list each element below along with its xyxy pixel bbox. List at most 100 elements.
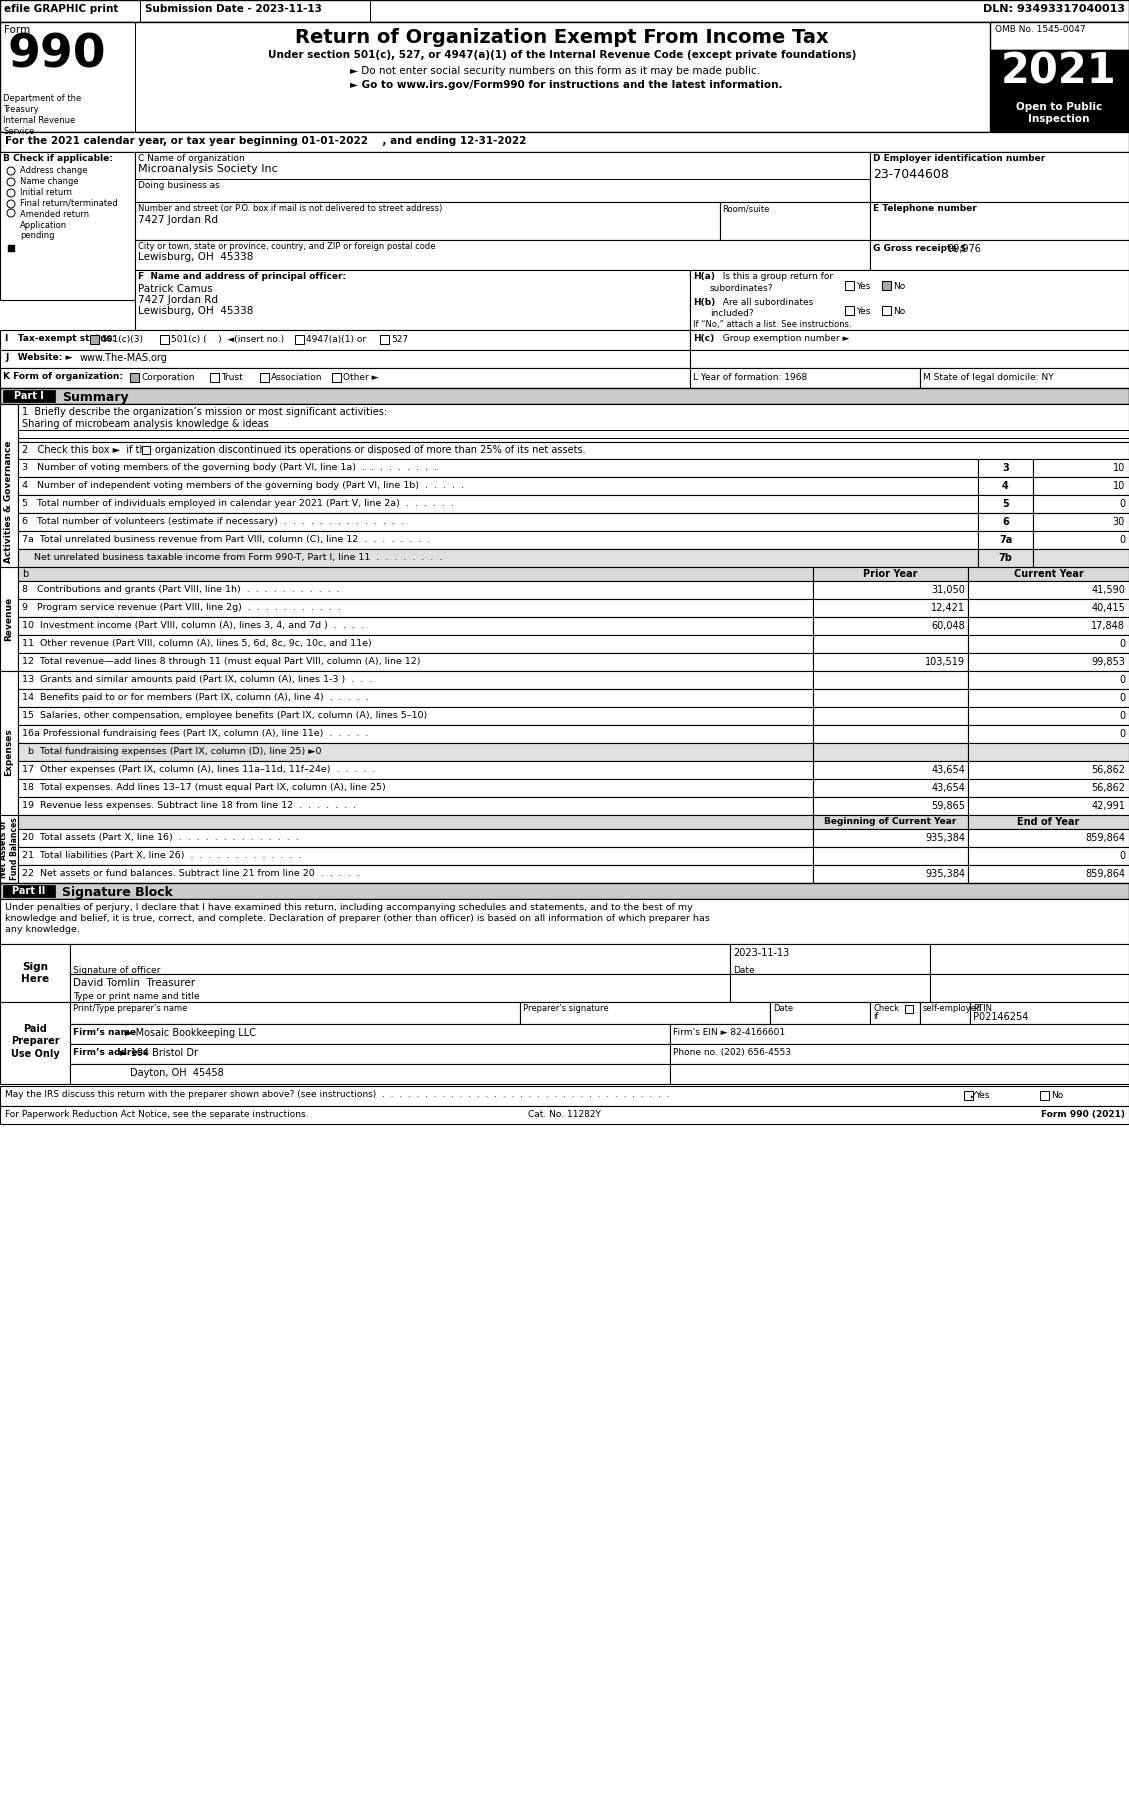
Text: G Gross receipts $: G Gross receipts $: [873, 245, 966, 252]
Text: Microanalysis Society Inc: Microanalysis Society Inc: [138, 163, 278, 174]
Text: Net Assets or
Fund Balances: Net Assets or Fund Balances: [0, 818, 19, 880]
Text: 13  Grants and similar amounts paid (Part IX, column (A), lines 1-3 )  .  .  .: 13 Grants and similar amounts paid (Part…: [21, 675, 373, 684]
Bar: [930, 974, 1129, 1001]
Bar: [813, 568, 968, 580]
Text: 8   Contributions and grants (Part VIII, line 1h)  .  .  .  .  .  .  .  .  .  . : 8 Contributions and grants (Part VIII, l…: [21, 584, 340, 593]
Bar: [978, 477, 1033, 495]
Bar: [690, 330, 1129, 350]
Text: 14  Benefits paid to or for members (Part IX, column (A), line 4)  .  .  .  .  .: 14 Benefits paid to or for members (Part…: [21, 693, 369, 702]
Bar: [18, 550, 978, 568]
Bar: [690, 350, 1129, 368]
Text: Application: Application: [20, 221, 67, 230]
Bar: [968, 829, 1129, 847]
Bar: [18, 617, 813, 635]
Circle shape: [7, 209, 15, 218]
Text: 859,864: 859,864: [1085, 869, 1124, 880]
Text: I   Tax-exempt status:: I Tax-exempt status:: [5, 334, 115, 343]
Text: Amended return: Amended return: [20, 210, 89, 219]
Bar: [968, 778, 1129, 796]
Bar: [690, 270, 1129, 330]
Bar: [870, 201, 1129, 239]
Bar: [0, 814, 18, 883]
Bar: [978, 532, 1033, 550]
Text: 43,654: 43,654: [931, 784, 965, 793]
Bar: [18, 726, 813, 744]
Text: Form: Form: [5, 25, 30, 34]
Bar: [920, 368, 1129, 388]
Bar: [813, 814, 968, 829]
Bar: [18, 744, 813, 762]
Text: Activities & Governance: Activities & Governance: [5, 441, 14, 562]
Text: Firm’s EIN ► 82-4166601: Firm’s EIN ► 82-4166601: [673, 1029, 785, 1038]
Bar: [813, 744, 968, 762]
Text: 7a  Total unrelated business revenue from Part VIII, column (C), line 12  .  .  : 7a Total unrelated business revenue from…: [21, 535, 430, 544]
Text: 7427 Jordan Rd: 7427 Jordan Rd: [138, 216, 218, 225]
Text: Initial return: Initial return: [20, 189, 72, 198]
Text: 0: 0: [1119, 711, 1124, 720]
Text: 56,862: 56,862: [1091, 766, 1124, 775]
Bar: [0, 152, 135, 299]
Text: Sign
Here: Sign Here: [21, 961, 49, 985]
Bar: [0, 350, 690, 368]
Text: Cat. No. 11282Y: Cat. No. 11282Y: [527, 1110, 601, 1119]
Bar: [905, 1005, 913, 1012]
Bar: [813, 778, 968, 796]
Bar: [1033, 550, 1129, 568]
Bar: [135, 201, 720, 239]
Text: Under section 501(c), 527, or 4947(a)(1) of the Internal Revenue Code (except pr: Under section 501(c), 527, or 4947(a)(1)…: [268, 51, 856, 60]
Text: Yes: Yes: [856, 281, 870, 290]
Bar: [990, 98, 1129, 132]
Text: Submission Date - 2023-11-13: Submission Date - 2023-11-13: [145, 4, 322, 15]
Bar: [813, 653, 968, 671]
Bar: [968, 847, 1129, 865]
Text: Number and street (or P.O. box if mail is not delivered to street address): Number and street (or P.O. box if mail i…: [138, 203, 443, 212]
Bar: [8, 245, 14, 250]
Text: 15  Salaries, other compensation, employee benefits (Part IX, column (A), lines : 15 Salaries, other compensation, employe…: [21, 711, 427, 720]
Bar: [1033, 495, 1129, 513]
Bar: [70, 1023, 669, 1045]
Text: Date: Date: [733, 967, 754, 974]
Text: 59,865: 59,865: [931, 802, 965, 811]
Bar: [813, 762, 968, 778]
Text: Revenue: Revenue: [5, 597, 14, 640]
Text: If “No,” attach a list. See instructions.: If “No,” attach a list. See instructions…: [693, 319, 851, 328]
Text: Summary: Summary: [62, 392, 129, 405]
Text: 0: 0: [1119, 535, 1124, 544]
Text: Return of Organization Exempt From Income Tax: Return of Organization Exempt From Incom…: [295, 27, 829, 47]
Text: 0: 0: [1119, 693, 1124, 704]
Bar: [813, 829, 968, 847]
Bar: [18, 405, 1129, 443]
Text: David Tomlin  Treasurer: David Tomlin Treasurer: [73, 978, 195, 989]
Text: 3   Number of voting members of the governing body (Part VI, line 1a)  .  .  .  : 3 Number of voting members of the govern…: [21, 463, 437, 472]
Text: Expenses: Expenses: [5, 727, 14, 776]
Bar: [920, 1001, 970, 1023]
Bar: [813, 689, 968, 707]
Bar: [930, 943, 1129, 974]
Text: For the 2021 calendar year, or tax year beginning 01-01-2022    , and ending 12-: For the 2021 calendar year, or tax year …: [5, 136, 526, 145]
Text: 17  Other expenses (Part IX, column (A), lines 11a–11d, 11f–24e)  .  .  .  .  .: 17 Other expenses (Part IX, column (A), …: [21, 766, 376, 775]
Bar: [978, 459, 1033, 477]
Text: Type or print name and title: Type or print name and title: [73, 992, 200, 1001]
Bar: [0, 671, 18, 833]
Bar: [813, 726, 968, 744]
Bar: [18, 829, 813, 847]
Bar: [70, 974, 730, 1001]
Text: 527: 527: [391, 336, 408, 345]
Bar: [0, 0, 1129, 22]
Bar: [70, 1001, 520, 1023]
Bar: [970, 1001, 1129, 1023]
Bar: [968, 635, 1129, 653]
Bar: [968, 599, 1129, 617]
Bar: [968, 865, 1129, 883]
Text: 6: 6: [1003, 517, 1009, 528]
Bar: [968, 762, 1129, 778]
Text: 10: 10: [1113, 463, 1124, 473]
Bar: [0, 883, 1129, 900]
Bar: [260, 374, 269, 383]
Bar: [0, 330, 690, 350]
Text: 9   Program service revenue (Part VIII, line 2g)  .  .  .  .  .  .  .  .  .  .  : 9 Program service revenue (Part VIII, li…: [21, 602, 341, 611]
Bar: [1033, 477, 1129, 495]
Text: C Name of organization: C Name of organization: [138, 154, 245, 163]
Bar: [968, 568, 1129, 580]
Text: M State of legal domicile: NY: M State of legal domicile: NY: [924, 374, 1053, 383]
